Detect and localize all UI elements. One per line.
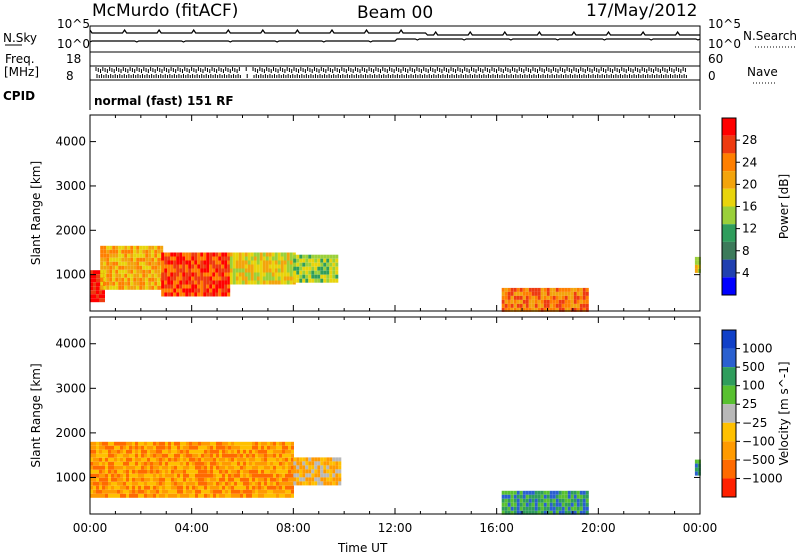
velocity-echo-region xyxy=(501,490,589,515)
colorbar-tick-label: −25 xyxy=(742,416,767,430)
y-tick-label: 2000 xyxy=(55,223,86,237)
power-echo-region xyxy=(161,252,231,297)
colorbar-swatch xyxy=(722,259,736,278)
nave-label: Nave xyxy=(747,65,778,79)
date-label: 17/May/2012 xyxy=(586,1,698,21)
colorbar-swatch xyxy=(722,348,736,368)
power-echo-region xyxy=(100,245,164,290)
nsky-label: N.Sky xyxy=(3,31,38,45)
colorbar-swatch xyxy=(722,188,736,207)
noise-tick-bottom-right: 10^0 xyxy=(708,37,741,51)
velocity-echo-region xyxy=(293,457,342,486)
nsearch-trace xyxy=(89,38,701,43)
x-tick-label: 00:00 xyxy=(73,521,108,535)
y-tick-label: 1000 xyxy=(55,268,86,282)
x-tick-label: 00:00 xyxy=(683,521,718,535)
colorbar-tick-label: 24 xyxy=(742,155,757,169)
cpid-label: CPID xyxy=(3,89,36,103)
colorbar-swatch xyxy=(722,330,736,349)
colorbar-tick-label: −100 xyxy=(742,434,775,448)
colorbar-frame xyxy=(721,329,737,498)
colorbar-swatch xyxy=(722,135,736,154)
y-tick-label: 3000 xyxy=(55,381,86,395)
colorbar-swatch xyxy=(722,277,736,295)
colorbar-swatch xyxy=(722,385,736,405)
y-tick-label: 4000 xyxy=(55,337,86,351)
colorbar-tick-label: −1000 xyxy=(742,471,783,485)
colorbar-tick-label: −500 xyxy=(742,453,775,467)
x-tick-label: 12:00 xyxy=(378,521,413,535)
freq-nave-marks xyxy=(95,67,687,78)
y-tick-label: 1000 xyxy=(55,470,86,484)
colorbar-swatch xyxy=(722,441,736,460)
colorbar-label: Power [dB] xyxy=(777,174,791,239)
station-title: McMurdo (fitACF) xyxy=(92,1,239,21)
colorbar-swatch xyxy=(722,224,736,242)
colorbar-swatch xyxy=(722,206,736,225)
cpid-text: normal (fast) 151 RF xyxy=(94,94,234,108)
colorbar-swatch xyxy=(722,478,736,497)
x-tick-label: 04:00 xyxy=(174,521,209,535)
velocity-echo-region xyxy=(694,459,701,476)
nsky-trace xyxy=(89,28,700,36)
beam-label: Beam 00 xyxy=(357,3,434,23)
colorbar-tick-label: 28 xyxy=(742,133,757,147)
nsearch-label: N.Search xyxy=(743,29,798,43)
colorbar-tick-label: 16 xyxy=(742,200,757,214)
power-echo-region xyxy=(229,252,296,285)
y-tick-label: 2000 xyxy=(55,426,86,440)
colorbar-swatch xyxy=(722,367,736,386)
power-echo-region xyxy=(694,256,701,273)
colorbar-tick-label: 25 xyxy=(742,397,757,411)
colorbar-tick-label: 20 xyxy=(742,177,757,191)
colorbar-swatch xyxy=(722,404,736,423)
colorbar-tick-label: 12 xyxy=(742,222,757,236)
noise-tick-bottom-left: 10^0 xyxy=(57,37,90,51)
colorbar-swatch xyxy=(722,422,736,442)
x-tick-label: 08:00 xyxy=(276,521,311,535)
colorbar-swatch xyxy=(722,118,736,136)
freq-tick-top: 18 xyxy=(66,52,82,66)
colorbar-tick-label: 4 xyxy=(742,266,750,280)
x-axis-label: Time UT xyxy=(338,541,388,555)
colorbar-swatch xyxy=(722,241,736,260)
nave-tick-bottom: 0 xyxy=(708,69,716,83)
power-echo-region xyxy=(501,287,589,312)
freq-tick-bottom: 8 xyxy=(66,69,74,83)
freq-unit-label: [MHz] xyxy=(4,65,40,79)
y-tick-label: 4000 xyxy=(55,135,86,149)
noise-tick-top-left: 10^5 xyxy=(57,17,90,31)
colorbar-label: Velocity [m s^-1] xyxy=(777,361,791,465)
colorbar-swatch xyxy=(722,171,736,189)
nave-tick-top: 60 xyxy=(708,52,724,66)
colorbar-tick-label: 100 xyxy=(742,379,765,393)
colorbar-tick-label: 500 xyxy=(742,360,765,374)
colorbar-tick-label: 1000 xyxy=(742,342,773,356)
colorbar-tick-label: 8 xyxy=(742,244,750,258)
x-tick-label: 20:00 xyxy=(581,521,616,535)
colorbar-swatch xyxy=(722,153,736,172)
y-axis-label: Slant Range [km] xyxy=(29,363,43,467)
x-tick-label: 16:00 xyxy=(479,521,514,535)
power-echo-region xyxy=(293,254,339,283)
y-tick-label: 3000 xyxy=(55,179,86,193)
noise-tick-top-right: 10^5 xyxy=(708,17,741,31)
colorbar-swatch xyxy=(722,459,736,479)
y-axis-label: Slant Range [km] xyxy=(29,161,43,265)
freq-label: Freq. xyxy=(5,52,35,66)
velocity-echo-region xyxy=(90,441,294,498)
